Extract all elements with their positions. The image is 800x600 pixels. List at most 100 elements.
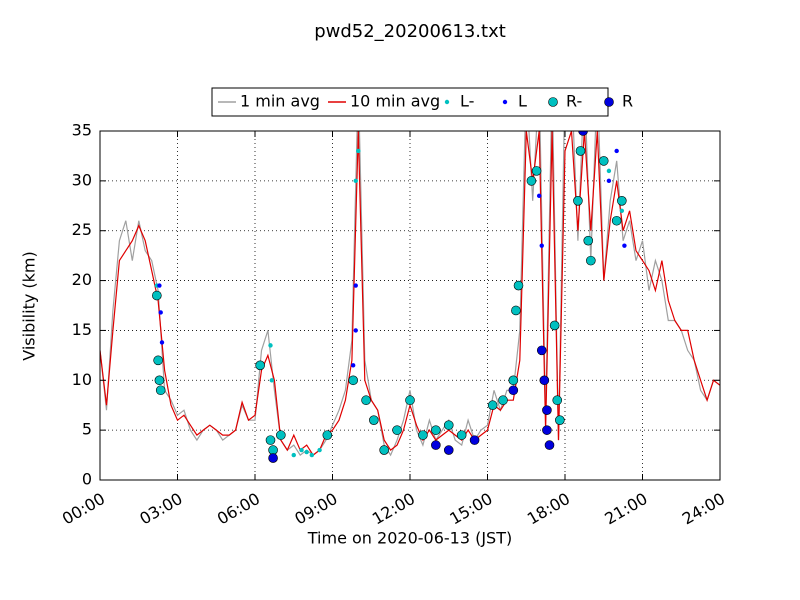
y-tick-label: 30 — [72, 170, 92, 189]
point — [536, 345, 547, 356]
point — [153, 355, 163, 366]
point — [443, 445, 454, 455]
y-tick-label: 25 — [72, 220, 92, 239]
point — [583, 235, 594, 246]
point — [469, 435, 480, 445]
point — [356, 148, 361, 154]
point — [405, 395, 415, 406]
point — [268, 343, 273, 348]
point — [268, 453, 278, 463]
x-tick-label: 06:00 — [214, 489, 263, 529]
point — [555, 415, 565, 425]
point — [508, 385, 519, 396]
point — [350, 363, 356, 368]
point — [456, 430, 467, 440]
point — [155, 385, 166, 396]
point — [369, 415, 379, 425]
legend-label: R — [622, 92, 633, 111]
point — [614, 148, 619, 154]
point — [379, 445, 389, 455]
x-tick-label: 18:00 — [524, 489, 573, 529]
point — [443, 420, 454, 430]
point — [276, 430, 286, 440]
x-tick-label: 12:00 — [369, 489, 418, 529]
point — [575, 146, 586, 156]
y-tick-label: 0 — [82, 470, 92, 489]
point — [617, 196, 627, 206]
point — [431, 440, 441, 450]
legend-swatch — [502, 99, 508, 105]
point — [508, 375, 519, 386]
point — [539, 243, 544, 248]
point — [513, 280, 524, 291]
point — [498, 395, 508, 406]
point — [158, 310, 163, 315]
point — [544, 440, 555, 450]
point — [152, 290, 162, 301]
x-tick-label: 03:00 — [136, 489, 185, 529]
point — [539, 375, 550, 386]
point — [255, 360, 265, 371]
point — [536, 193, 542, 199]
point — [431, 425, 441, 435]
point — [348, 375, 358, 386]
point — [542, 425, 552, 435]
point — [157, 283, 162, 288]
legend-label: L — [518, 92, 527, 111]
point — [598, 156, 609, 166]
point — [154, 375, 165, 386]
x-tick-label: 15:00 — [446, 489, 495, 529]
point — [361, 395, 371, 406]
point — [619, 208, 625, 213]
legend-label: L- — [460, 92, 474, 111]
point — [304, 449, 309, 455]
series-line — [100, 131, 720, 456]
point — [353, 328, 358, 333]
point — [542, 405, 552, 416]
point — [265, 435, 276, 445]
point — [418, 430, 428, 440]
point — [578, 131, 588, 136]
y-tick-label: 10 — [72, 370, 92, 389]
point — [526, 176, 537, 186]
y-tick-label: 5 — [82, 420, 92, 439]
point — [511, 305, 521, 316]
y-tick-label: 35 — [72, 121, 92, 140]
y-axis-label: Visibility (km) — [20, 251, 39, 360]
x-tick-label: 09:00 — [291, 489, 340, 529]
plot-area — [100, 131, 720, 480]
point — [586, 255, 596, 266]
point — [353, 283, 358, 288]
point — [353, 178, 358, 184]
point — [317, 447, 322, 453]
legend-label: 10 min avg — [350, 92, 440, 111]
x-tick-label: 00:00 — [59, 489, 108, 529]
point — [322, 430, 333, 440]
point — [573, 196, 583, 206]
point — [606, 168, 612, 174]
legend-label: R- — [566, 92, 582, 111]
legend-swatch — [604, 97, 614, 107]
legend: 1 min avg 10 min avg L- L R- R — [211, 87, 633, 117]
x-tick-label: 21:00 — [601, 489, 650, 529]
legend-swatch — [548, 97, 558, 107]
point — [606, 178, 612, 184]
point — [159, 340, 165, 345]
point — [269, 378, 274, 383]
y-tick-label: 20 — [72, 270, 92, 289]
point — [487, 400, 498, 411]
legend-swatch — [444, 99, 450, 105]
point — [531, 166, 542, 176]
point — [291, 452, 296, 458]
point — [309, 452, 315, 458]
point — [552, 395, 563, 406]
y-tick-label: 15 — [72, 320, 92, 339]
chart-title: pwd52_20200613.txt — [314, 21, 506, 42]
point — [622, 243, 627, 248]
point — [392, 425, 402, 435]
point — [299, 447, 304, 453]
legend-label: 1 min avg — [240, 92, 320, 111]
x-axis-label: Time on 2020-06-13 (JST) — [307, 529, 512, 548]
